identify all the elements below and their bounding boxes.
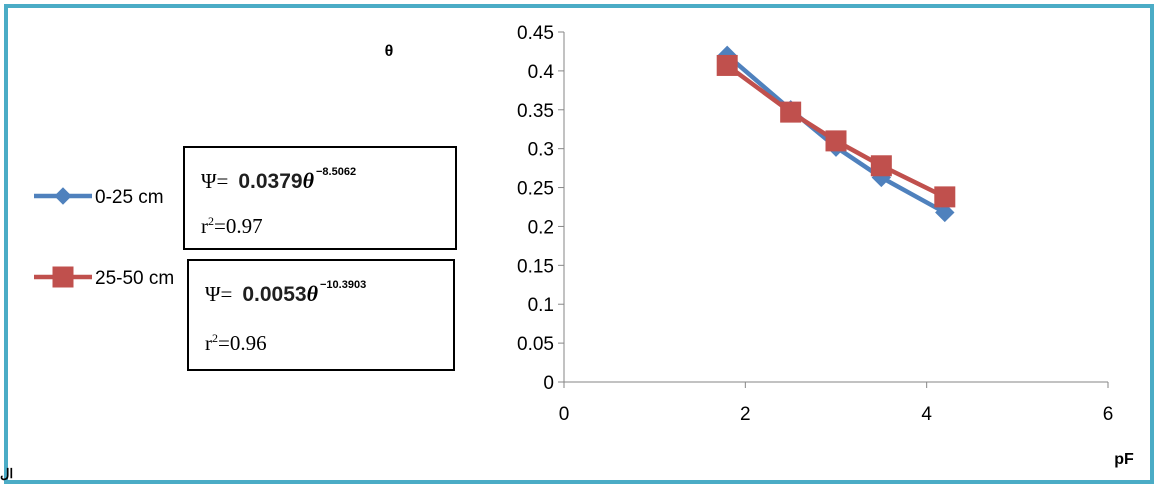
r-squared-label: r <box>205 331 212 355</box>
x-tick-label: 6 <box>1103 404 1114 425</box>
r-squared: r2=0.96 <box>205 331 267 356</box>
equation-box-0-25cm: Ψ= 0.0379θ −8.5062 r2=0.97 <box>183 146 457 250</box>
x-tick-label: 2 <box>740 404 751 425</box>
legend-label: 0-25 cm <box>95 187 164 208</box>
equation-coefficient: 0.0053 <box>242 283 307 306</box>
chart-frame <box>4 4 1154 484</box>
equation-coefficient: 0.0379 <box>238 170 303 193</box>
equation-line: Ψ= 0.0379θ −8.5062 <box>201 166 357 194</box>
equation-variable: θ <box>306 281 318 306</box>
y-axis-title: θ <box>385 43 394 60</box>
y-tick-label: 0.1 <box>528 295 554 316</box>
x-tick-label: 0 <box>559 404 570 425</box>
y-tick-label: 0.45 <box>517 23 554 44</box>
equation-box-25-50cm: Ψ= 0.0053θ −10.3903 r2=0.96 <box>187 259 455 371</box>
square-marker <box>870 155 892 177</box>
r-squared-label: r <box>201 214 208 238</box>
y-tick-label: 0.05 <box>517 334 554 355</box>
y-tick-label: 0.2 <box>528 217 554 238</box>
r-squared: r2=0.97 <box>201 214 263 239</box>
y-tick-label: 0.35 <box>517 101 554 122</box>
legend: 0-25 cm 25-50 cm <box>34 187 174 289</box>
square-marker <box>52 266 74 288</box>
equation-line: Ψ= 0.0053θ −10.3903 <box>205 279 367 307</box>
series-layer <box>716 45 956 223</box>
axes: 0 0.05 0.1 0.15 0.2 0.25 0.3 0.35 0.4 0.45 0 2 4 6 θ pF <box>385 23 1134 468</box>
r-squared-sup: 2 <box>208 214 214 228</box>
stray-text: ال <box>0 466 14 481</box>
y-tick-label: 0.15 <box>517 256 554 277</box>
y-tick-label: 0.25 <box>517 179 554 200</box>
equation-exponent: −8.5062 <box>316 166 357 178</box>
equation-lhs: Ψ= <box>205 282 233 306</box>
x-axis-title: pF <box>1114 451 1134 468</box>
legend-label: 25-50 cm <box>95 268 174 289</box>
r-squared-value: =0.96 <box>218 331 267 355</box>
x-tick-label: 4 <box>921 404 932 425</box>
y-tick-label: 0 <box>543 373 554 394</box>
r-squared-value: =0.97 <box>214 214 263 238</box>
diamond-marker <box>935 202 955 223</box>
square-marker <box>780 101 802 123</box>
y-tick-label: 0.3 <box>528 140 554 161</box>
square-marker <box>716 54 738 76</box>
y-tick-label: 0.4 <box>528 62 555 83</box>
r-squared-sup: 2 <box>212 331 218 345</box>
equation-lhs: Ψ= <box>201 169 229 193</box>
equation-variable: θ <box>302 168 314 193</box>
square-marker <box>934 186 956 208</box>
square-marker <box>825 130 847 152</box>
diamond-marker <box>54 187 72 205</box>
equation-exponent: −10.3903 <box>320 279 367 291</box>
